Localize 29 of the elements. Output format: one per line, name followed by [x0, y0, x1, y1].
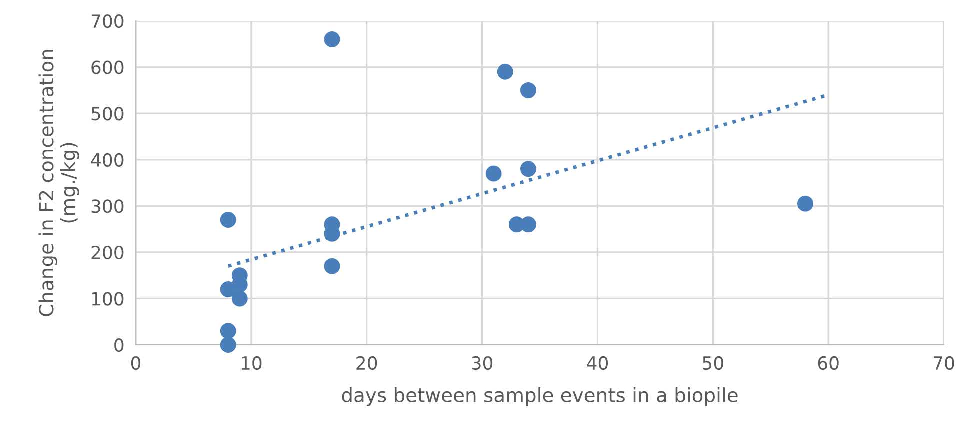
y-tick-label: 500 — [92, 107, 124, 121]
x-tick-label: 0 — [131, 356, 141, 370]
y-tick-label: 300 — [92, 200, 124, 214]
point — [520, 161, 536, 178]
point — [232, 290, 248, 307]
x-tick-label: 10 — [242, 356, 262, 370]
point — [324, 258, 340, 274]
point — [798, 196, 814, 212]
point — [497, 64, 514, 80]
y-tick-label: 400 — [91, 153, 124, 167]
y-tick-label: 100 — [92, 292, 124, 306]
y-tick-label: 700 — [92, 14, 124, 28]
point — [220, 212, 236, 228]
x-tick-label: 50 — [703, 356, 724, 370]
point — [324, 32, 340, 48]
x-tick-label: 40 — [587, 356, 608, 370]
y-tick-label: 600 — [92, 60, 124, 74]
point — [520, 82, 536, 98]
y-tick-label: 200 — [92, 246, 124, 260]
point — [220, 337, 236, 353]
x-tick-label: 70 — [934, 356, 954, 370]
point — [486, 166, 502, 182]
x-tick-label: 60 — [818, 356, 839, 370]
x-tick-label: 20 — [356, 356, 378, 370]
point — [220, 323, 236, 340]
y-axis-title: Change in F2 concentration (mg./kg) — [38, 50, 80, 316]
y-tick-label: 0 — [114, 338, 124, 352]
x-axis-title: days between sample events in a biopile — [342, 387, 738, 406]
x-tick-label: 30 — [472, 356, 493, 370]
